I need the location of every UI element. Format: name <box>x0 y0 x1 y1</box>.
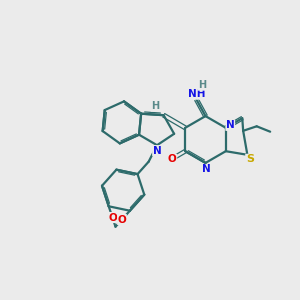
Text: N: N <box>202 164 211 175</box>
Text: N: N <box>153 146 161 156</box>
Text: N: N <box>226 120 235 130</box>
Text: H: H <box>151 101 159 111</box>
Text: S: S <box>246 154 254 164</box>
Text: H: H <box>198 80 206 90</box>
Text: O: O <box>108 212 117 223</box>
Text: NH: NH <box>188 89 205 99</box>
Text: O: O <box>118 214 126 224</box>
Text: O: O <box>168 154 177 164</box>
